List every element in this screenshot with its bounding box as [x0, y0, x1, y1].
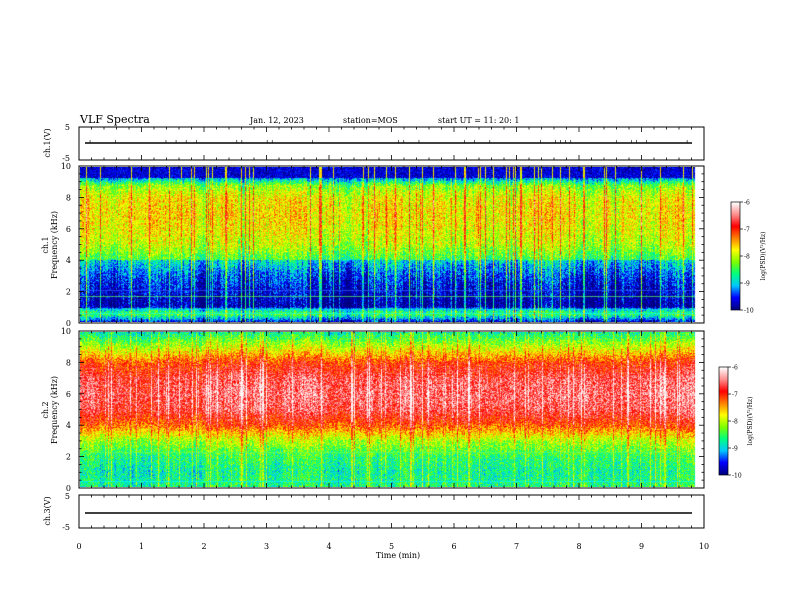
ch1-colorbar: -6 -7 -8 -9 -10 log(PSD)(V²/Hz) — [730, 200, 767, 315]
colorbar-tick-label: -8 — [744, 254, 750, 261]
ch3-waveform-panel: 5 -5 ch.3(V) — [43, 492, 705, 532]
ch2-y-tick-label: 4 — [66, 421, 71, 430]
colorbar-tick-label: -10 — [732, 473, 742, 480]
colorbar-tick-label: -7 — [744, 227, 750, 234]
time-axis: 0 1 2 3 4 5 6 7 8 9 10 — [76, 127, 709, 551]
x-tick-label: 7 — [514, 542, 519, 551]
ch2-y-tick-label: 6 — [66, 390, 71, 399]
ch1-spectrogram-image — [80, 167, 704, 322]
x-tick-label: 0 — [76, 542, 81, 551]
ch2-colorbar-label: log(PSD)(V²/Hz) — [747, 397, 754, 446]
colorbar-tick-label: -8 — [732, 419, 738, 426]
ch1-y-tick-label: 2 — [66, 288, 71, 297]
ch1-ylabel-frequency: Frequency (kHz) — [50, 211, 59, 279]
colorbar-tick-label: -7 — [732, 392, 738, 399]
ch2-spectrogram-image — [80, 332, 704, 487]
ch1-colorbar-label: log(PSD)(V²/Hz) — [760, 232, 767, 281]
ch1-wave-tick-bottom: -5 — [62, 154, 70, 163]
x-axis-label: Time (min) — [376, 551, 420, 560]
x-tick-label: 8 — [576, 542, 581, 551]
ch1-y-tick-label: 0 — [66, 319, 71, 328]
ch1-colorbar-gradient — [731, 202, 740, 310]
ch1-wave-tick-top: 5 — [65, 123, 70, 132]
ch2-y-tick-label: 8 — [66, 358, 71, 367]
date-label: Jan. 12, 2023 — [249, 116, 304, 125]
colorbar-tick-label: -9 — [744, 281, 750, 288]
ch1-ylabel-channel: ch.1 — [41, 236, 50, 253]
colorbar-tick-label: -10 — [744, 308, 754, 315]
ch2-colorbar-gradient — [719, 367, 728, 475]
ch1-y-tick-label: 10 — [61, 162, 71, 171]
ch1-waveform-panel: 5 -5 ch.1(V) — [43, 123, 705, 163]
ch1-wave-ylabel: ch.1(V) — [43, 128, 52, 157]
ch1-y-tick-label: 6 — [66, 225, 71, 234]
ch2-ylabel-frequency: Frequency (kHz) — [50, 376, 59, 444]
station-label: station=MOS — [343, 116, 398, 125]
x-tick-label: 9 — [639, 542, 644, 551]
ch3-wave-tick-top: 5 — [65, 492, 70, 501]
colorbar-tick-label: -9 — [732, 446, 738, 453]
x-tick-label: 10 — [699, 542, 709, 551]
ch2-y-tick-label: 2 — [66, 453, 71, 462]
ch2-y-tick-label: 0 — [66, 484, 71, 493]
ch3-wave-ylabel: ch.3(V) — [43, 496, 52, 525]
ch2-spectrogram-panel: 10 8 6 4 2 0 ch.2 Frequency (kHz) — [41, 327, 705, 493]
ch1-y-tick-label: 4 — [66, 256, 71, 265]
colorbar-tick-label: -6 — [732, 365, 738, 372]
figure-title: VLF Spectra — [79, 113, 150, 126]
x-tick-label: 6 — [451, 542, 456, 551]
ch2-y-tick-label: 10 — [61, 327, 71, 336]
start-ut-label: start UT = 11: 20: 1 — [438, 116, 519, 125]
x-tick-label: 3 — [264, 542, 269, 551]
colorbar-tick-label: -6 — [744, 200, 750, 207]
ch2-ylabel-channel: ch.2 — [41, 401, 50, 418]
x-tick-label: 2 — [201, 542, 206, 551]
x-tick-label: 5 — [389, 542, 394, 551]
ch2-colorbar: -6 -7 -8 -9 -10 log(PSD)(V²/Hz) — [718, 365, 754, 480]
x-tick-label: 1 — [139, 542, 144, 551]
ch3-wave-tick-bottom: -5 — [62, 523, 70, 532]
ch1-spectrogram-panel: 10 8 6 4 2 0 ch.1 Frequency (kHz) — [41, 162, 705, 328]
ch1-y-tick-label: 8 — [66, 193, 71, 202]
x-tick-label: 4 — [326, 542, 331, 551]
